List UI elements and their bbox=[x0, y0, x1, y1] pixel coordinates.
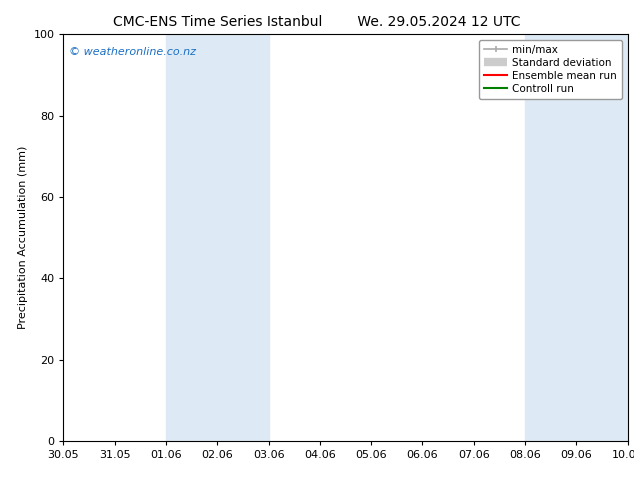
Y-axis label: Precipitation Accumulation (mm): Precipitation Accumulation (mm) bbox=[18, 146, 28, 329]
Bar bbox=[166, 34, 269, 441]
Legend: min/max, Standard deviation, Ensemble mean run, Controll run: min/max, Standard deviation, Ensemble me… bbox=[479, 40, 623, 99]
Text: © weatheronline.co.nz: © weatheronline.co.nz bbox=[69, 47, 196, 56]
Text: CMC-ENS Time Series Istanbul        We. 29.05.2024 12 UTC: CMC-ENS Time Series Istanbul We. 29.05.2… bbox=[113, 15, 521, 29]
Bar bbox=[525, 34, 628, 441]
